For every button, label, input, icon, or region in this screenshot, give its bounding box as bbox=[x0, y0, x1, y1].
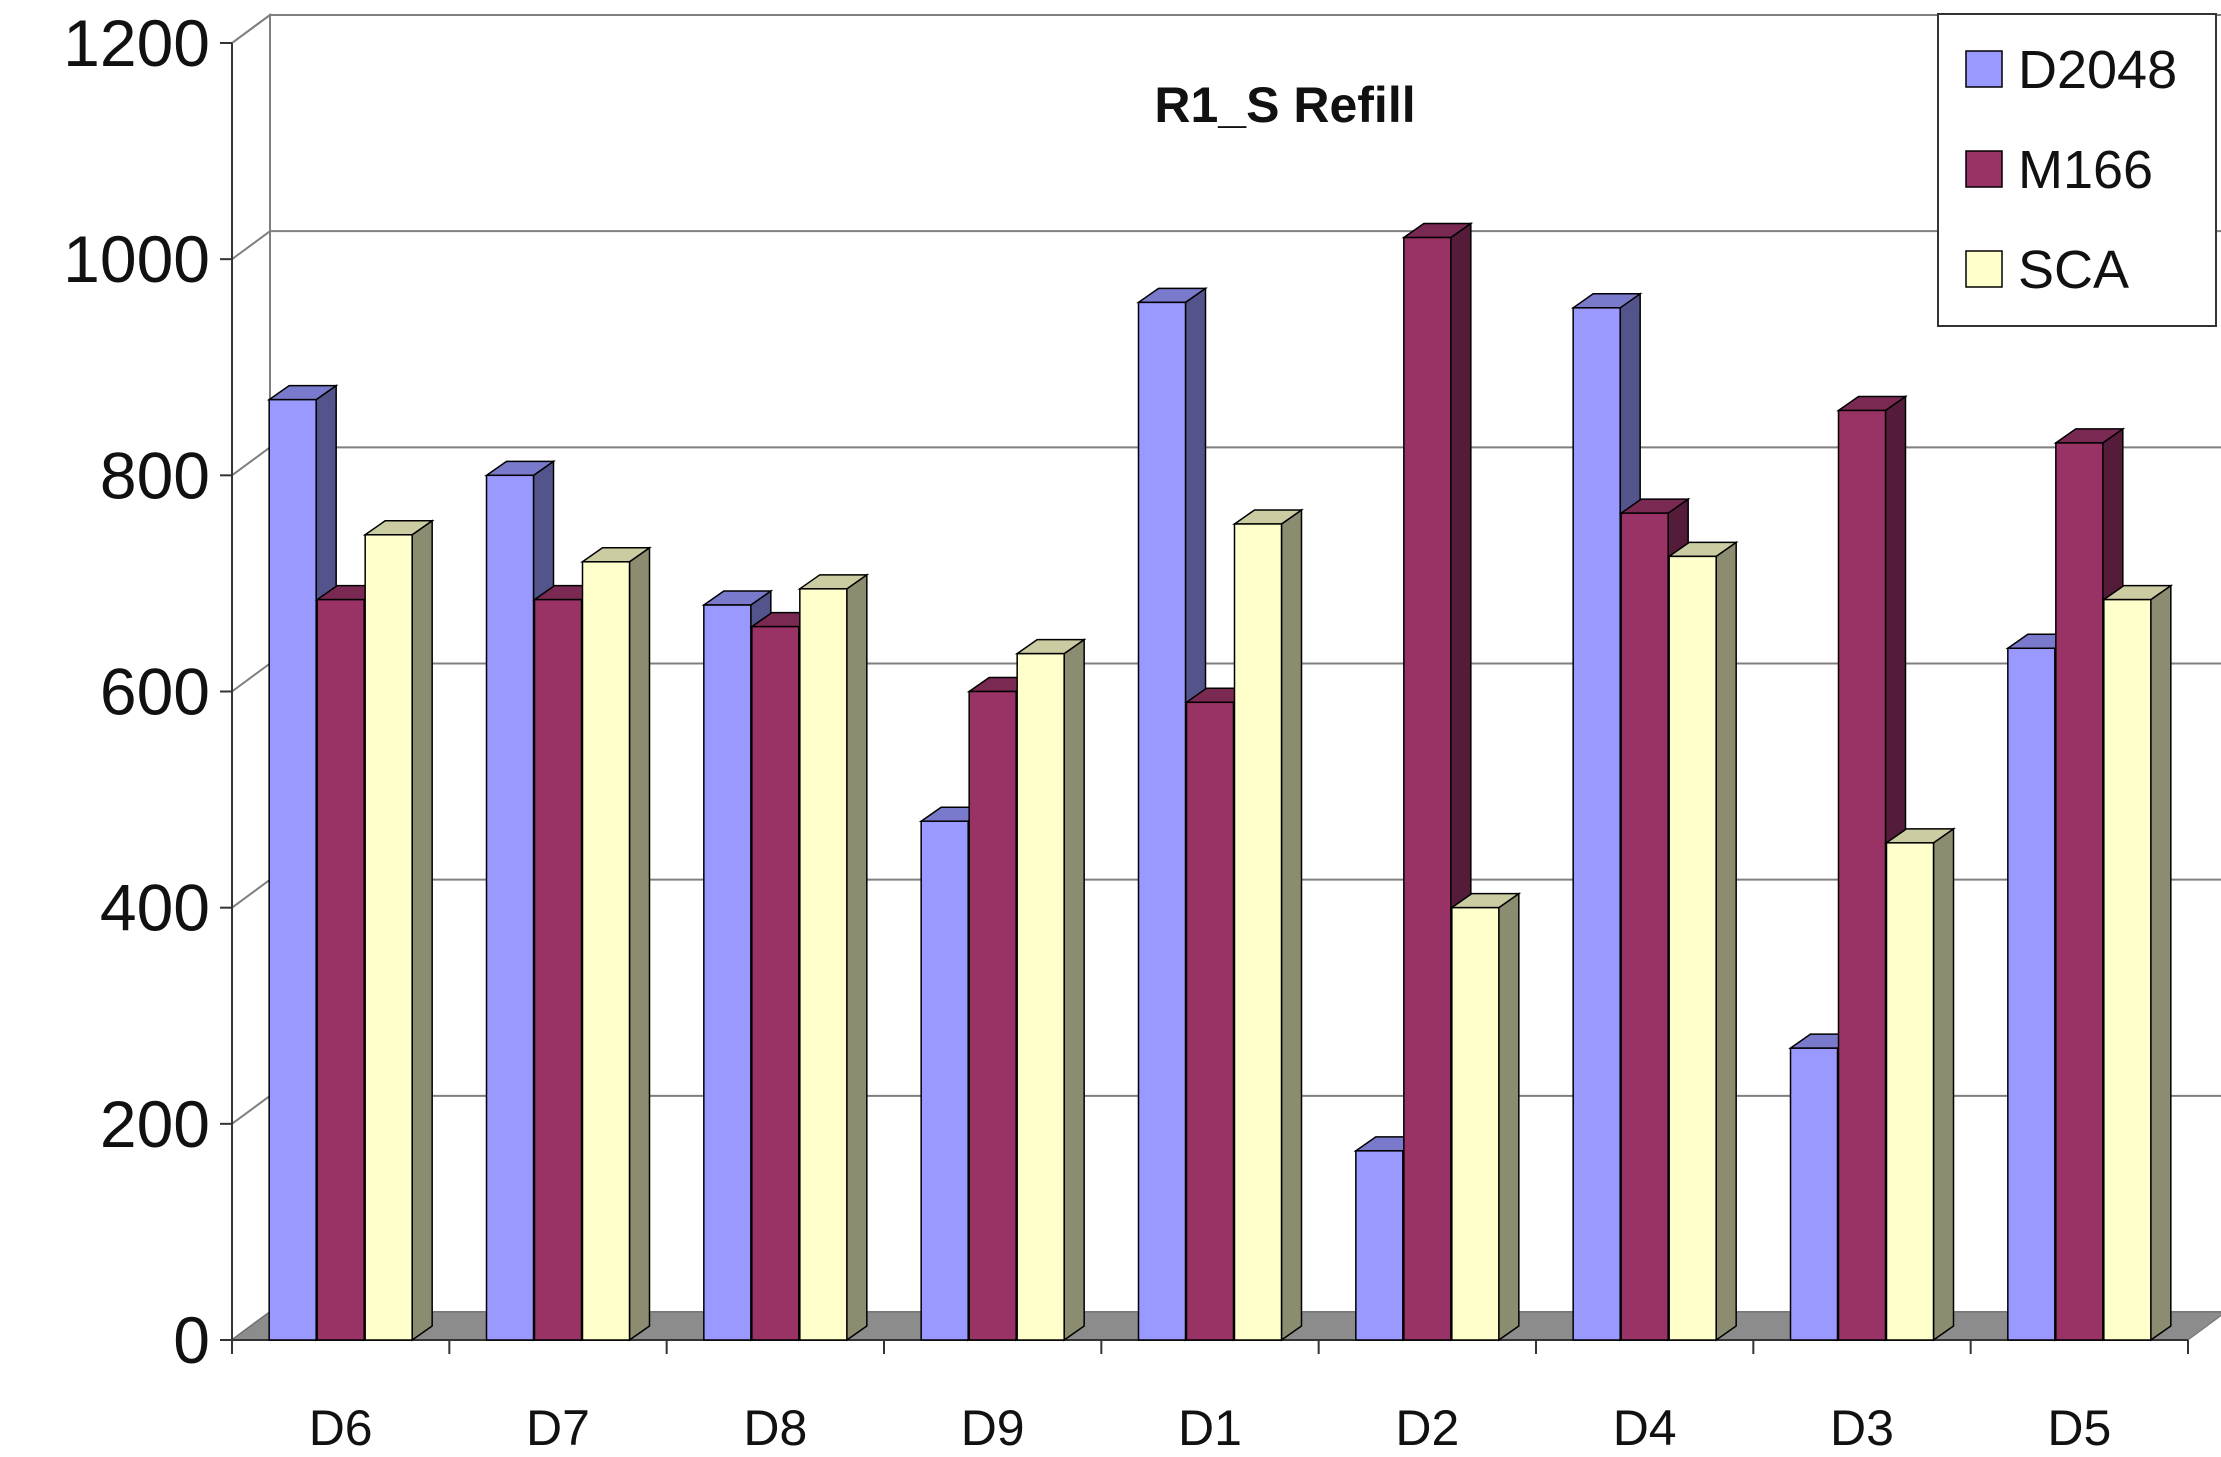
y-tick-label: 0 bbox=[173, 1303, 210, 1377]
y-tick-label: 1200 bbox=[63, 6, 210, 80]
x-tick-label: D2 bbox=[1395, 1400, 1459, 1456]
bar-SCA-D3 bbox=[1884, 827, 1956, 1342]
legend-item: D2048 bbox=[1965, 40, 2177, 100]
legend: D2048 M166 SCA bbox=[1937, 13, 2217, 327]
x-axis-ticks: D6 D7 D8 D9 D1 D2 D4 D3 D5 bbox=[231, 1340, 2189, 1456]
legend-item: M166 bbox=[1965, 140, 2153, 200]
x-tick-label: D7 bbox=[526, 1400, 590, 1456]
bar-SCA-D2 bbox=[1449, 892, 1522, 1342]
bar-SCA-D6 bbox=[362, 519, 435, 1342]
y-tick-label: 1000 bbox=[63, 222, 210, 296]
y-tick-label: 600 bbox=[100, 655, 210, 729]
bar-SCA-D8 bbox=[797, 573, 870, 1342]
bar-SCA-D1 bbox=[1232, 508, 1304, 1342]
x-tick-label: D4 bbox=[1613, 1400, 1677, 1456]
legend-swatch bbox=[1965, 150, 2003, 188]
x-tick-label: D6 bbox=[309, 1400, 373, 1456]
legend-swatch bbox=[1965, 250, 2003, 288]
chart-title: R1_S Refill bbox=[1154, 77, 1415, 133]
legend-label: M166 bbox=[2018, 140, 2153, 200]
legend-label: D2048 bbox=[2018, 40, 2177, 100]
bar-SCA-D7 bbox=[580, 546, 652, 1342]
x-tick-label: D1 bbox=[1178, 1400, 1242, 1456]
bar-SCA-D4 bbox=[1666, 540, 1739, 1342]
bars bbox=[266, 222, 2174, 1342]
y-tick-label: 400 bbox=[100, 871, 210, 945]
bar-SCA-D9 bbox=[1014, 638, 1087, 1342]
y-tick-label: 800 bbox=[100, 438, 210, 512]
y-axis-ticks: 0 200 400 600 800 1000 1200 bbox=[63, 6, 232, 1377]
legend-item: SCA bbox=[1965, 240, 2129, 300]
y-tick-label: 200 bbox=[100, 1087, 210, 1161]
x-tick-label: D5 bbox=[2047, 1400, 2111, 1456]
x-tick-label: D3 bbox=[1830, 1400, 1894, 1456]
legend-label: SCA bbox=[2018, 240, 2129, 300]
x-tick-label: D9 bbox=[961, 1400, 1025, 1456]
bar-SCA-D5 bbox=[2101, 584, 2174, 1342]
legend-swatch bbox=[1965, 50, 2003, 88]
x-tick-label: D8 bbox=[743, 1400, 807, 1456]
